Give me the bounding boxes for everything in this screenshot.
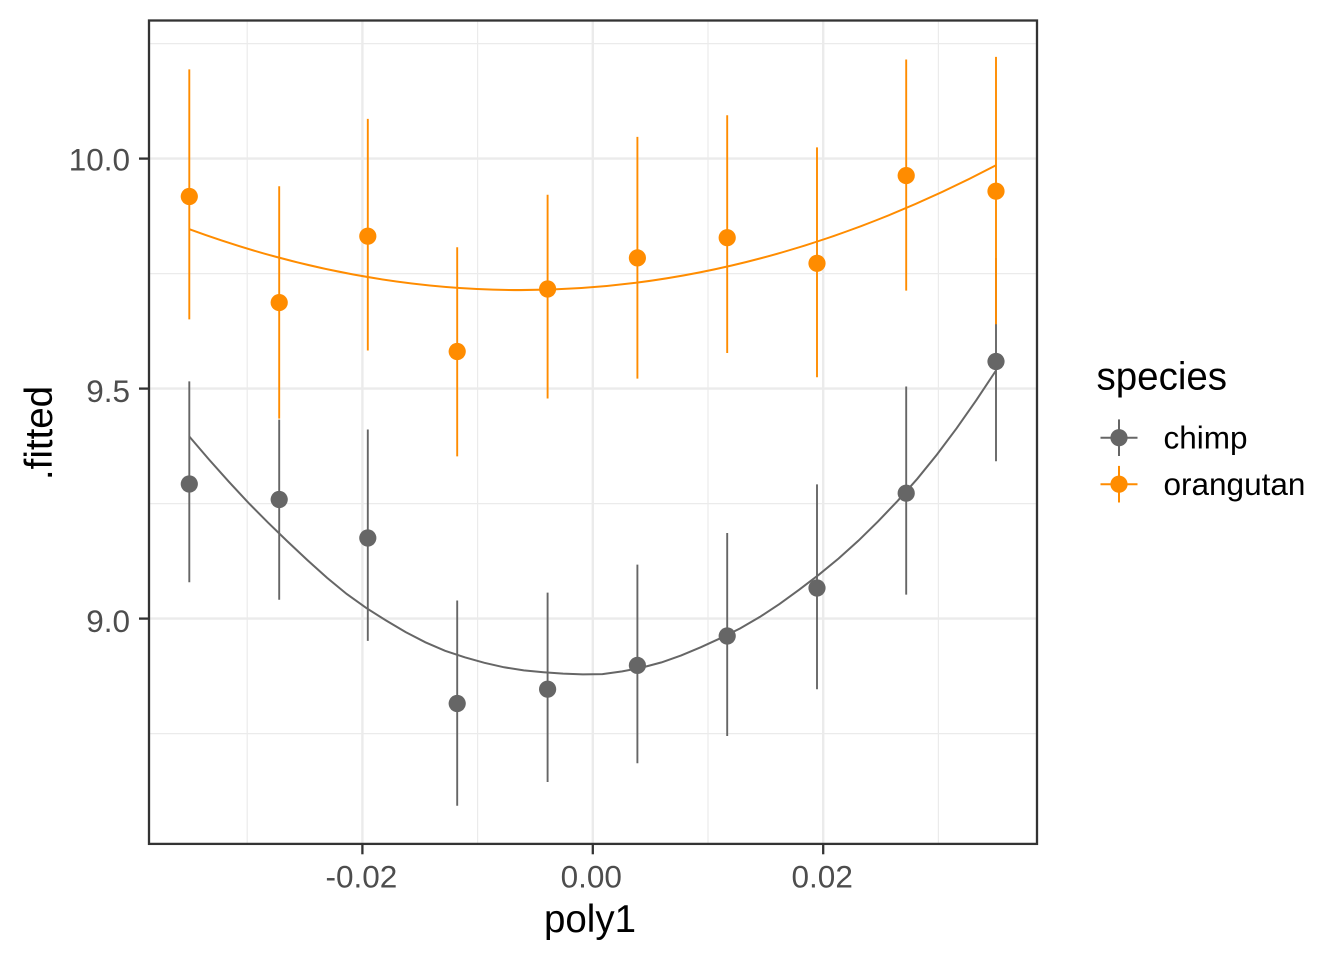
svg-text:9.5: 9.5: [86, 373, 130, 409]
svg-text:9.0: 9.0: [86, 603, 130, 639]
svg-text:0.02: 0.02: [792, 859, 853, 895]
svg-text:species: species: [1097, 356, 1228, 399]
svg-text:poly1: poly1: [544, 898, 636, 941]
svg-text:0.00: 0.00: [561, 859, 622, 895]
svg-text:-0.02: -0.02: [325, 859, 397, 895]
svg-text:chimp: chimp: [1164, 419, 1248, 455]
svg-text:orangutan: orangutan: [1164, 466, 1306, 502]
svg-text:10.0: 10.0: [69, 142, 130, 178]
svg-text:.fitted: .fitted: [18, 386, 61, 480]
